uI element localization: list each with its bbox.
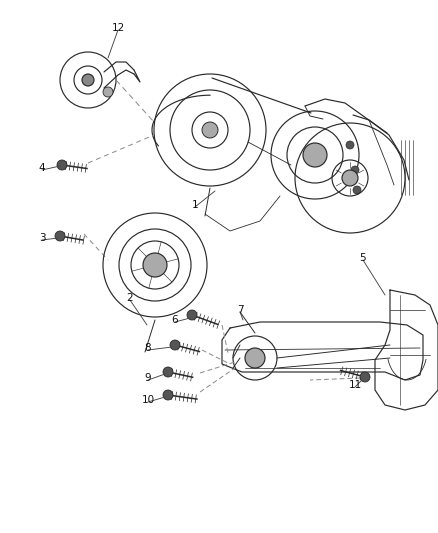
Circle shape bbox=[170, 340, 180, 350]
Circle shape bbox=[201, 122, 218, 138]
Circle shape bbox=[55, 231, 65, 241]
Circle shape bbox=[187, 310, 197, 320]
Circle shape bbox=[103, 87, 113, 97]
Text: 4: 4 bbox=[39, 163, 45, 173]
Circle shape bbox=[82, 74, 94, 86]
Circle shape bbox=[162, 367, 173, 377]
Circle shape bbox=[341, 170, 357, 186]
Text: 12: 12 bbox=[111, 23, 124, 33]
Circle shape bbox=[143, 253, 166, 277]
Circle shape bbox=[350, 166, 358, 174]
Text: 2: 2 bbox=[127, 293, 133, 303]
Circle shape bbox=[352, 186, 360, 194]
Circle shape bbox=[302, 143, 326, 167]
Text: 7: 7 bbox=[236, 305, 243, 315]
Text: 5: 5 bbox=[359, 253, 365, 263]
Circle shape bbox=[359, 372, 369, 382]
Text: 8: 8 bbox=[145, 343, 151, 353]
Text: 1: 1 bbox=[191, 200, 198, 210]
Circle shape bbox=[162, 390, 173, 400]
Text: 11: 11 bbox=[348, 380, 361, 390]
Circle shape bbox=[57, 160, 67, 170]
Text: 10: 10 bbox=[141, 395, 154, 405]
Circle shape bbox=[244, 348, 265, 368]
Circle shape bbox=[345, 141, 353, 149]
Text: 3: 3 bbox=[39, 233, 45, 243]
Text: 9: 9 bbox=[145, 373, 151, 383]
Text: 6: 6 bbox=[171, 315, 178, 325]
